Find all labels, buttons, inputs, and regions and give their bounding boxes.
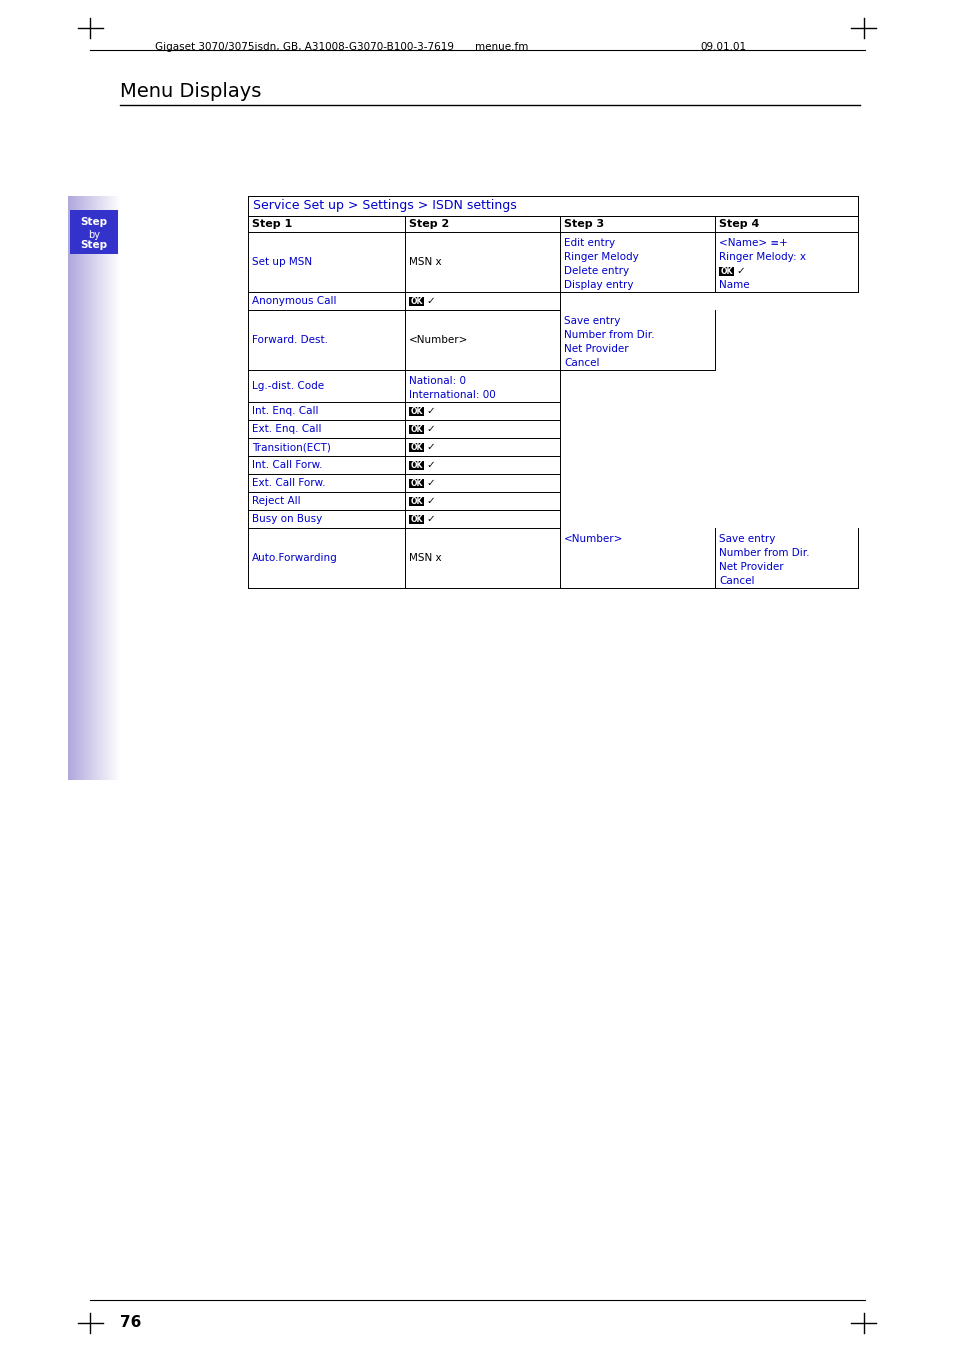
Text: Int. Call Forw.: Int. Call Forw. [252, 459, 322, 470]
Text: OK: OK [410, 424, 422, 434]
Text: ✓: ✓ [426, 296, 435, 305]
Text: Net Provider: Net Provider [719, 562, 782, 571]
Text: Save entry: Save entry [719, 534, 775, 544]
Text: Ext. Call Forw.: Ext. Call Forw. [252, 478, 325, 488]
Text: International: 00: International: 00 [409, 390, 496, 400]
Text: <Number>: <Number> [409, 335, 468, 345]
Text: Set up MSN: Set up MSN [252, 257, 312, 267]
Bar [409, 407, 423, 416]
Text: OK: OK [410, 407, 422, 416]
Text: Ext. Enq. Call: Ext. Enq. Call [252, 424, 321, 434]
Text: Busy on Busy: Busy on Busy [252, 513, 322, 524]
Text: Anonymous Call: Anonymous Call [252, 296, 336, 305]
Text: ✓: ✓ [426, 459, 435, 470]
Text: Lg.-dist. Code: Lg.-dist. Code [252, 381, 324, 390]
Text: ✓: ✓ [735, 266, 744, 276]
Text: ✓: ✓ [426, 407, 435, 416]
Bar [409, 478, 423, 488]
Text: OK: OK [720, 266, 732, 276]
Bar [409, 497, 423, 505]
Text: ✓: ✓ [426, 424, 435, 434]
Bar [719, 266, 733, 276]
Text: by: by [88, 230, 100, 240]
Text: OK: OK [410, 478, 422, 488]
Text: Step 2: Step 2 [409, 219, 449, 230]
Text: menue.fm: menue.fm [475, 42, 528, 51]
Text: ✓: ✓ [426, 513, 435, 524]
Text: Gigaset 3070/3075isdn, GB, A31008-G3070-B100-3-7619: Gigaset 3070/3075isdn, GB, A31008-G3070-… [154, 42, 454, 51]
Text: MSN x: MSN x [409, 257, 441, 267]
Text: MSN x: MSN x [409, 553, 441, 563]
Text: Reject All: Reject All [252, 496, 300, 507]
Text: Transition(ECT): Transition(ECT) [252, 442, 331, 453]
Text: <Number>: <Number> [563, 534, 622, 544]
Text: Forward. Dest.: Forward. Dest. [252, 335, 328, 345]
Text: Menu Displays: Menu Displays [120, 82, 261, 101]
Text: Step 4: Step 4 [719, 219, 759, 230]
Text: Step 3: Step 3 [563, 219, 603, 230]
Text: National: 0: National: 0 [409, 376, 465, 386]
Text: OK: OK [410, 515, 422, 523]
Bar [70, 209, 118, 254]
Text: Delete entry: Delete entry [563, 266, 628, 276]
Text: Number from Dir.: Number from Dir. [719, 549, 809, 558]
Text: OK: OK [410, 497, 422, 505]
Text: 76: 76 [120, 1315, 141, 1329]
Text: Ringer Melody: Ringer Melody [563, 253, 639, 262]
Text: Step 1: Step 1 [252, 219, 292, 230]
Text: Auto.Forwarding: Auto.Forwarding [252, 553, 337, 563]
Text: OK: OK [410, 296, 422, 305]
Text: ✓: ✓ [426, 442, 435, 453]
Text: Save entry: Save entry [563, 316, 619, 326]
Text: Step: Step [80, 218, 108, 227]
Text: Number from Dir.: Number from Dir. [563, 330, 654, 340]
Text: ✓: ✓ [426, 496, 435, 507]
Bar [409, 461, 423, 470]
Text: OK: OK [410, 461, 422, 470]
Text: Name: Name [719, 280, 749, 290]
Text: Ringer Melody: x: Ringer Melody: x [719, 253, 805, 262]
Text: <Name> ≡+: <Name> ≡+ [719, 238, 787, 249]
Text: Edit entry: Edit entry [563, 238, 615, 249]
Text: 09.01.01: 09.01.01 [700, 42, 745, 51]
Text: ✓: ✓ [426, 478, 435, 488]
Text: Net Provider: Net Provider [563, 345, 628, 354]
Text: Cancel: Cancel [563, 358, 598, 367]
Bar [409, 443, 423, 451]
Text: OK: OK [410, 443, 422, 451]
Text: Cancel: Cancel [719, 576, 754, 586]
Text: Step: Step [80, 240, 108, 250]
Bar [409, 424, 423, 434]
Text: Service Set up > Settings > ISDN settings: Service Set up > Settings > ISDN setting… [253, 200, 517, 212]
Bar [409, 515, 423, 523]
Text: Display entry: Display entry [563, 280, 633, 290]
Text: Int. Enq. Call: Int. Enq. Call [252, 407, 318, 416]
Bar [409, 296, 423, 305]
